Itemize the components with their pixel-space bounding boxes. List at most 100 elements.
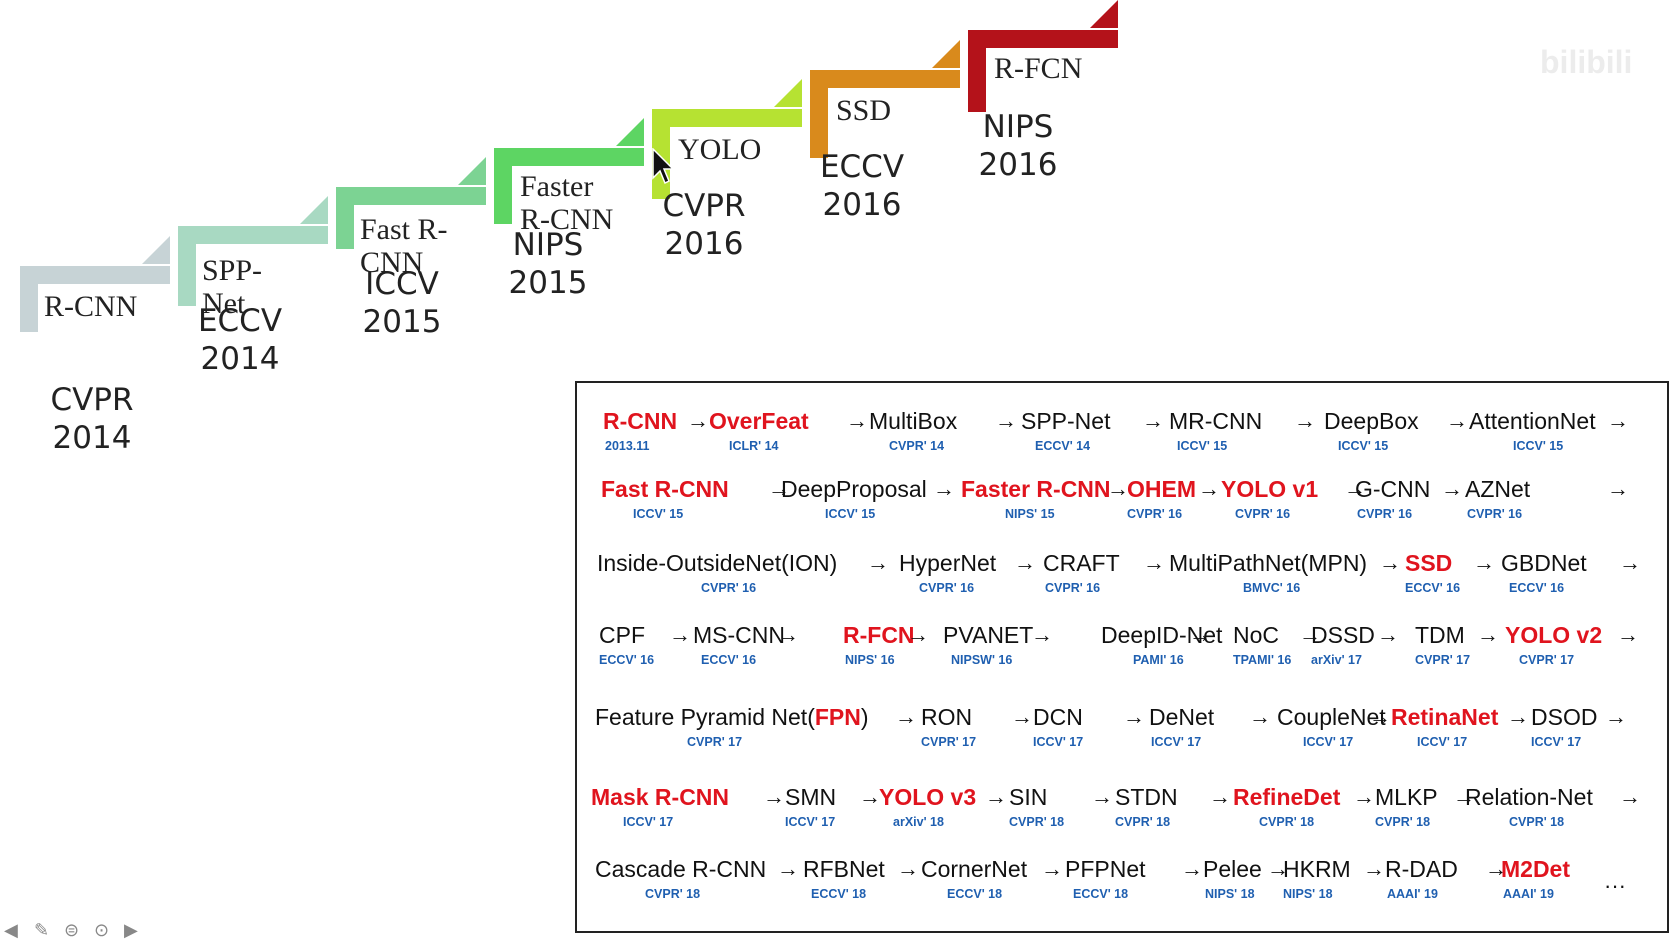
detector-name: RON (921, 704, 973, 730)
arrow-icon: → (1344, 476, 1366, 501)
detector-venue: ECCV' 18 (947, 887, 1003, 901)
more-icon[interactable]: ⊙ (94, 920, 110, 940)
arrow-icon: → (985, 784, 1007, 809)
detector-node: DeepID-Net PAMI' 16 (1101, 621, 1222, 667)
pen-icon[interactable]: ✎ (34, 920, 50, 940)
detector-row: Fast R-CNN ICCV' 15 DeepProposal ICCV' 15 Fa… (577, 475, 1671, 545)
detector-node: CPF ECCV' 16 (599, 621, 654, 667)
detector-name: MultiPathNet(MPN) (1169, 550, 1368, 576)
detector-venue: CVPR' 17 (921, 735, 977, 749)
detector-name: YOLO v1 (1221, 476, 1319, 502)
detector-node: HKRM NIPS' 18 (1283, 855, 1351, 901)
arrow-icon: → (1617, 622, 1639, 647)
detector-node: YOLO v2 CVPR' 17 (1505, 621, 1602, 667)
timeline-step-venue: CVPR 2014 (50, 382, 134, 456)
detector-node: MultiPathNet(MPN) BMVC' 16 (1169, 549, 1367, 595)
detector-venue: CVPR' 17 (1519, 653, 1575, 667)
detector-venue: ICCV' 15 (1513, 439, 1564, 453)
arrow-icon: → (777, 622, 799, 647)
step-bracket (20, 266, 170, 332)
step-bracket (652, 109, 802, 199)
arrow-icon: → (1011, 704, 1033, 729)
detector-node: GBDNet ECCV' 16 (1501, 549, 1587, 595)
detector-node: OHEM CVPR' 16 (1127, 475, 1196, 521)
detector-name: SIN (1009, 784, 1048, 810)
detector-row: Mask R-CNN ICCV' 17 SMN ICCV' 17 YOLO v3 arXi… (577, 783, 1671, 853)
detector-node: DCN ICCV' 17 (1033, 703, 1083, 749)
next-slide-icon[interactable]: ▶ (124, 920, 138, 940)
detector-node: NoC TPAMI' 16 (1233, 621, 1291, 667)
detector-name: MLKP (1375, 784, 1438, 810)
detector-node: MultiBox CVPR' 14 (869, 407, 957, 453)
arrow-icon: → (1353, 784, 1375, 809)
detector-venue: CVPR' 16 (1127, 507, 1183, 521)
detector-venue: CVPR' 16 (1357, 507, 1413, 521)
detector-name: SSD (1405, 550, 1453, 576)
detector-node: SIN CVPR' 18 (1009, 783, 1064, 829)
detector-node: Pelee NIPS' 18 (1203, 855, 1262, 901)
step-triangle (616, 118, 644, 146)
arrow-icon: → (1379, 550, 1401, 575)
detector-venue: CVPR' 16 (1045, 581, 1101, 595)
detector-node: DeNet ICCV' 17 (1149, 703, 1214, 749)
detector-venue: ICCV' 15 (1338, 439, 1389, 453)
detector-node: STDN CVPR' 18 (1115, 783, 1178, 829)
arrow-icon: → (1477, 622, 1499, 647)
detector-name: MultiBox (869, 408, 958, 434)
detector-venue: ECCV' 16 (599, 653, 655, 667)
detector-venue: PAMI' 16 (1133, 653, 1184, 667)
arrow-icon: → (933, 476, 955, 501)
detector-name: HyperNet (899, 550, 997, 576)
arrow-icon: → (1267, 856, 1289, 881)
arrow-icon: → (1014, 550, 1036, 575)
detector-row: CPF ECCV' 16 MS-CNN ECCV' 16 R-FCN NIPS' 16 PV… (577, 621, 1671, 691)
detector-venue: NIPS' 18 (1283, 887, 1333, 901)
prev-slide-icon[interactable]: ◀ (4, 920, 18, 940)
detector-venue: ECCV' 16 (1405, 581, 1461, 595)
step-triangle (1090, 0, 1118, 28)
arrow-icon: → (1363, 856, 1385, 881)
detector-venue: ICCV' 17 (1531, 735, 1582, 749)
timeline-step-name: R-FCN (994, 52, 1083, 85)
arrow-icon: → (669, 622, 691, 647)
detector-venue: BMVC' 16 (1243, 581, 1301, 595)
detector-name: YOLO v2 (1505, 622, 1603, 648)
detector-name: G-CNN (1355, 476, 1431, 502)
detector-name: CPF (599, 622, 645, 648)
arrow-icon: → (768, 476, 790, 501)
timeline-step-venue: NIPS 2016 (978, 109, 1058, 183)
arrow-icon: → (1607, 408, 1629, 433)
detector-venue: CVPR' 18 (1509, 815, 1565, 829)
detector-node: DeepProposal ICCV' 15 (781, 475, 927, 521)
arrow-icon: → (1107, 476, 1129, 501)
step-triangle (300, 196, 328, 224)
arrow-icon: → (1209, 784, 1231, 809)
arrow-icon: → (1189, 622, 1211, 647)
detector-venue: CVPR' 18 (1259, 815, 1315, 829)
detector-name: DCN (1033, 704, 1083, 730)
arrow-icon: → (1619, 784, 1641, 809)
arrow-icon: → (897, 856, 919, 881)
detector-node: YOLO v3 arXiv' 18 (879, 783, 976, 829)
timeline-step-name: R-CNN (44, 290, 138, 323)
detector-node: SPP-Net ECCV' 14 (1021, 407, 1110, 453)
timeline-step-venue: NIPS 2015 (508, 227, 588, 301)
timeline-step-name: YOLO (678, 133, 762, 166)
detector-name: PFPNet (1065, 856, 1146, 882)
arrow-icon: → (1031, 622, 1053, 647)
detector-name: YOLO v3 (879, 784, 977, 810)
detector-venue: AAAI' 19 (1387, 887, 1438, 901)
detector-venue: NIPS' 16 (845, 653, 895, 667)
detector-venue: ICCV' 17 (1303, 735, 1354, 749)
timeline-step-5 (810, 40, 960, 158)
detector-node: AttentionNet ICCV' 15 (1469, 407, 1596, 453)
detector-name: DeepProposal (781, 476, 927, 502)
arrow-icon: → (846, 408, 868, 433)
detector-name: RetinaNet (1391, 704, 1499, 730)
detector-name: DeepBox (1324, 408, 1419, 434)
arrow-icon: → (995, 408, 1017, 433)
detector-venue: ICCV' 17 (1033, 735, 1084, 749)
detector-node: MLKP CVPR' 18 (1375, 783, 1438, 829)
arrow-icon: → (1473, 550, 1495, 575)
view-icon[interactable]: ⊜ (64, 920, 80, 940)
